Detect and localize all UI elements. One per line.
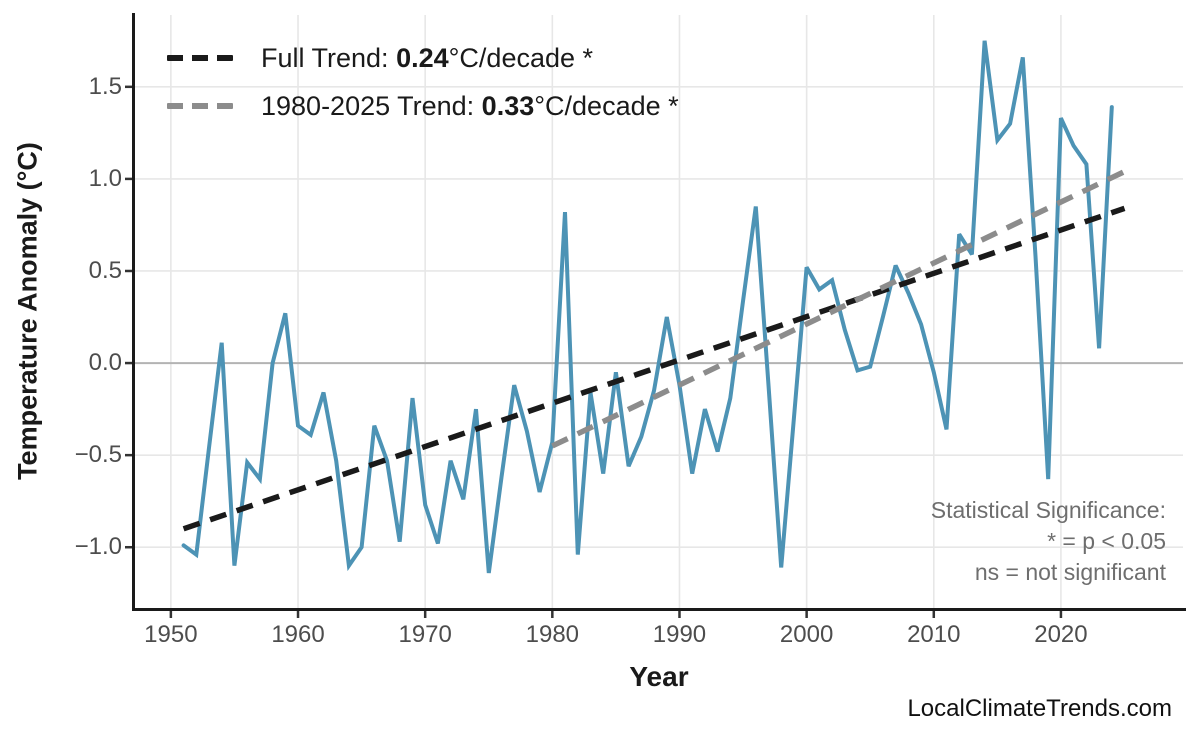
full-trend-dash-swatch <box>167 55 233 61</box>
y-tick-label: −0.5 <box>74 441 122 469</box>
full-trend-label: Full Trend: 0.24°C/decade * <box>261 43 593 74</box>
recent-trend-label-suffix: °C/decade * <box>534 90 679 121</box>
full-trend-value: 0.24 <box>396 42 449 73</box>
stat-note-p-value: * = p < 0.05 <box>1047 528 1166 554</box>
y-tick-label: 1.5 <box>88 72 122 100</box>
x-tick-label: 1960 <box>271 621 325 648</box>
x-tick-label: 1950 <box>144 621 198 648</box>
y-tick-label: 0.0 <box>88 349 122 377</box>
stat-note-ns: ns = not significant <box>974 559 1166 585</box>
full-trend-label-suffix: °C/decade * <box>448 42 594 73</box>
y-tick-label: 1.0 <box>88 164 122 192</box>
x-tick-label: 2000 <box>779 621 834 648</box>
recent-trend-dash-swatch <box>167 103 233 109</box>
x-tick-label: 1980 <box>525 621 580 648</box>
recent-trend-value: 0.33 <box>481 90 535 121</box>
full-trend-line <box>182 205 1126 532</box>
x-tick-label: 1970 <box>398 621 452 648</box>
legend-entry-full-trend: Full Trend: 0.24°C/decade * <box>167 43 593 73</box>
1980-2025-trend-line <box>551 169 1126 449</box>
statistical-significance-note: Statistical Significance: * = p < 0.05 n… <box>931 495 1166 588</box>
y-tick-label: −1.0 <box>74 533 122 561</box>
x-axis-title: Year <box>629 661 689 692</box>
recent-trend-label-prefix: 1980-2025 Trend: <box>261 90 482 121</box>
y-tick-label: 0.5 <box>88 256 122 284</box>
legend-entry-recent-trend: 1980-2025 Trend: 0.33°C/decade * <box>167 91 679 121</box>
x-tick-label: 2020 <box>1034 621 1088 648</box>
stat-note-title: Statistical Significance: <box>930 497 1166 523</box>
x-tick-label: 1990 <box>652 621 707 648</box>
x-tick-label: 2010 <box>907 621 961 648</box>
recent-trend-label: 1980-2025 Trend: 0.33°C/decade * <box>261 91 679 122</box>
full-trend-label-prefix: Full Trend: <box>261 42 397 73</box>
watermark: LocalClimateTrends.com <box>907 695 1172 722</box>
